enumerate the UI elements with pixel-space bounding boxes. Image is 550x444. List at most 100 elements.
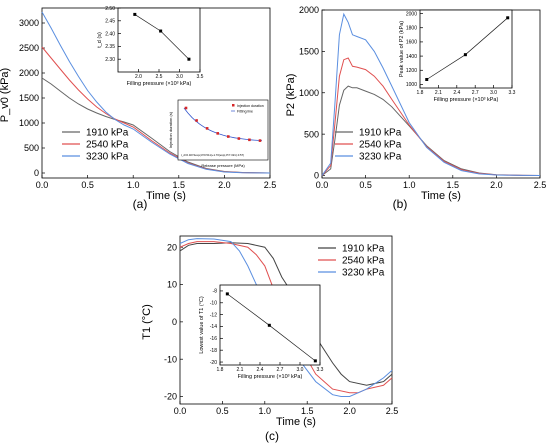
panel-b-inset-point-2	[463, 53, 467, 57]
panel-a-inset2-x-label: Release pressure (MPa)	[201, 163, 245, 168]
panel-b-inset-y-tick-label: 2000	[406, 11, 417, 17]
panel-c-x-tick-label: 1.0	[259, 406, 272, 416]
panel-b-inset-bg	[420, 10, 512, 88]
panel-a-chart: 0.0 0.5 1.0 1.5 2.0 2.50500100015002000250030…	[0, 6, 276, 202]
panel-c-y-tick-label: 10	[167, 280, 177, 290]
panel-b-inset-x-tick-label: 2.1	[435, 90, 442, 96]
panel-a-inset-bg	[118, 8, 200, 72]
panel-b-series-line-2	[321, 57, 541, 176]
panel-a-inset-y-tick-label: 2.45	[105, 19, 115, 25]
panel-a-x-axis-label: Time (s)	[146, 190, 186, 202]
panel-b-chart: 0.0 0.5 1.0 1.5 2.0 2.5 0 500 1000 1500 2000 Time (…	[285, 5, 546, 202]
panel-b-inset-x-tick-label: 1.8	[417, 90, 424, 96]
panel-a-y-tick-label: 2500	[19, 43, 39, 53]
panel-b-inset-y-label: Peak value of P2 (kPa)	[399, 21, 405, 77]
panel-a-y-axis-label: P_v0 (kPa)	[0, 68, 11, 122]
panel-a-inset-point-3	[187, 57, 191, 61]
panel-a-inset2-point	[195, 119, 198, 122]
panel-a-inset-y-tick-label: 2.50	[105, 6, 115, 12]
panel-b-inset-x-tick-label: 2.7	[472, 90, 479, 96]
panel-c-y-axis-label: T1 (°C)	[141, 304, 153, 340]
panel-a-y-tick-label: 0	[34, 168, 39, 178]
panel-c-inset-y-tick-label: -20	[210, 360, 217, 366]
panel-c-chart: 0.0 0.5 1.0 1.5 2.0 2.5 -20 -10 0 10 20 Time (s) T1 …	[141, 235, 399, 428]
panel-b-inset-y-tick-label: 1200	[406, 68, 417, 74]
panel-c-inset-y-label: Lowest value of T1 (°C)	[199, 296, 205, 354]
panel-a-x-tick-label: 1.0	[127, 180, 140, 190]
panel-c-y-tick-label: 0	[172, 317, 177, 327]
panel-b-inset-point-1	[425, 77, 429, 81]
panel-a-inset2-point	[205, 127, 209, 130]
panel-a-x-tick-label: 2.0	[218, 180, 231, 190]
panel-b-y-tick-label: 500	[304, 129, 319, 139]
panel-b-x-tick-label: 1.5	[447, 180, 460, 190]
panel-a-inset-x-label: Filling pressure (×10³ kPa)	[127, 81, 192, 87]
panel-b-legend-label-2: 2540 kPa	[359, 140, 402, 151]
panel-a-inset2-legend-label-1: Injection duration	[237, 104, 264, 108]
panel-a-inset2-point	[216, 132, 220, 135]
panel-a-inset2-y-label: Injection duration (s)	[168, 111, 173, 148]
panel-a-legend-label-1: 1910 kPa	[86, 128, 129, 139]
panel-b-y-tick-label: 1000	[299, 88, 319, 98]
panel-c-x-axis-label: Time (s)	[276, 416, 316, 428]
panel-a-x-tick-label: 2.5	[264, 180, 277, 190]
panel-b-inset-y-tick-label: 1600	[406, 40, 417, 46]
panel-b-y-axis-label: P2 (kPa)	[285, 74, 297, 117]
panel-c-plot-frame	[179, 235, 393, 405]
panel-c-inset-x-label: Filling pressure (×10³ kPa)	[238, 374, 303, 380]
panel-b-inset-x-tick-label: 3.0	[490, 90, 497, 96]
caption-c: (c)	[265, 429, 279, 443]
panel-a-inset2-legend-label-2: Fitting line	[237, 110, 253, 114]
panel-b-x-tick-label: 0.5	[359, 180, 372, 190]
panel-a-y-tick-label: 2000	[19, 68, 39, 78]
panel-b-series-line-3	[321, 12, 541, 176]
panel-a-y-tick-label: 500	[24, 143, 39, 153]
panel-c-y-tick-label: 20	[167, 242, 177, 252]
panel-c-inset-x-tick-label: 2.1	[237, 367, 244, 373]
panel-c-x-tick-label: 2.5	[386, 406, 399, 416]
panel-a-series-line-3	[41, 11, 271, 174]
panel-a-inset2-annotation: t_d=0.4074exp(-P/0.511)+1.70(exp(-P/7.32…	[181, 153, 244, 157]
panel-b-inset-x-label: Filling pressure (×10³ kPa)	[434, 97, 499, 103]
panel-a-inset-point-2	[159, 29, 163, 33]
panel-a-inset-y-tick-label: 2.35	[105, 44, 115, 50]
panel-b-inset-y-tick-label: 1000	[406, 82, 417, 88]
panel-c-inset-point-2	[267, 323, 271, 327]
panel-a-inset2-point	[237, 137, 241, 140]
panel-c-y-tick-label: -10	[164, 354, 177, 364]
panel-a-legend-label-3: 3230 kPa	[86, 152, 129, 163]
panel-b-x-tick-label: 2.0	[490, 180, 503, 190]
panel-a-y-tick-label: 3000	[19, 18, 39, 28]
panel-b-series-line-1	[321, 85, 541, 176]
panel-b-inset-y-tick-label: 1400	[406, 54, 417, 60]
panel-a-x-tick-label: 0.5	[81, 180, 94, 190]
panel-c-legend-label-3: 3230 kPa	[342, 268, 385, 279]
panel-b-x-tick-label: 2.5	[534, 180, 547, 190]
panel-a-inset-y-tick-label: 2.40	[105, 31, 115, 37]
panel-a-inset2-legend-marker	[232, 104, 235, 107]
panel-a-x-tick-label: 1.5	[173, 180, 186, 190]
panel-c-inset-x-tick-label: 2.4	[257, 367, 264, 373]
panel-c-inset-y-tick-label: -14	[210, 324, 217, 330]
panel-b-legend-label-3: 3230 kPa	[359, 152, 402, 163]
panel-c-x-tick-label: 0.0	[174, 406, 187, 416]
panel-a-inset2-point	[258, 139, 262, 142]
panel-b-inset-point-3	[506, 16, 510, 20]
panel-c-x-tick-label: 2.0	[343, 406, 356, 416]
panel-c-series-line-1	[179, 242, 393, 386]
panel-a-x-tick-label: 0.0	[36, 180, 49, 190]
panel-a-inset2-frame	[177, 99, 269, 161]
panel-b-y-tick-label: 0	[314, 171, 319, 181]
panel-c-inset-x-tick-label: 2.7	[277, 367, 284, 373]
panel-b-inset-x-tick-label: 2.4	[453, 90, 460, 96]
panel-c-inset-point-1	[225, 292, 229, 296]
caption-b: (b)	[393, 197, 408, 211]
panel-a-inset-x-tick-label: 2.5	[156, 74, 163, 80]
panel-b-x-tick-label: 1.0	[403, 180, 416, 190]
panel-c-y-tick-label: -20	[164, 392, 177, 402]
panel-c-inset-y-tick-label: -18	[210, 348, 217, 354]
panel-a-inset2-point	[226, 135, 230, 138]
panel-a-y-tick-label: 1000	[19, 118, 39, 128]
panel-c-x-tick-label: 1.5	[301, 406, 314, 416]
